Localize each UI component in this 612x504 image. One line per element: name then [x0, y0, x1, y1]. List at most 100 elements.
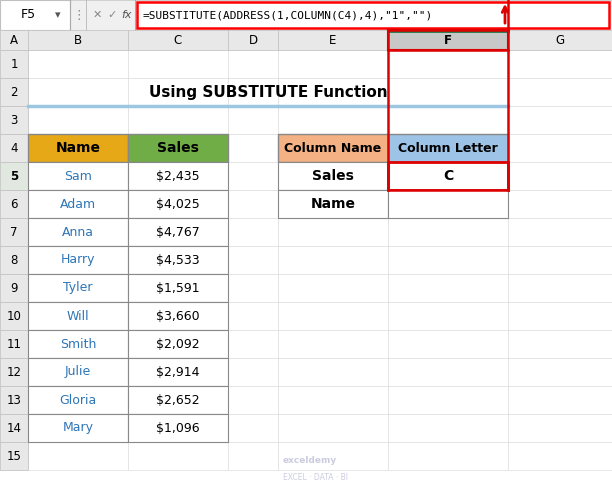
- Text: Name: Name: [310, 197, 356, 211]
- Bar: [508, 274, 612, 302]
- Text: $1,096: $1,096: [156, 421, 200, 434]
- Text: Smith: Smith: [60, 338, 96, 350]
- Text: 14: 14: [7, 421, 21, 434]
- Bar: [228, 358, 278, 386]
- Bar: [0, 30, 612, 50]
- Bar: [0, 414, 28, 442]
- Bar: [28, 414, 128, 442]
- Bar: [228, 302, 278, 330]
- Bar: [278, 190, 388, 218]
- Text: 11: 11: [7, 338, 21, 350]
- Bar: [128, 358, 228, 386]
- Text: Anna: Anna: [62, 225, 94, 238]
- Text: Julie: Julie: [65, 365, 91, 379]
- Bar: [228, 162, 278, 190]
- Bar: [0, 274, 28, 302]
- Bar: [28, 442, 128, 470]
- Bar: [128, 134, 228, 162]
- Text: exceldemy: exceldemy: [283, 456, 337, 465]
- Bar: [388, 274, 508, 302]
- Bar: [128, 386, 228, 414]
- Text: E: E: [329, 33, 337, 46]
- Text: 5: 5: [10, 169, 18, 182]
- Bar: [388, 30, 508, 50]
- Bar: [0, 274, 28, 302]
- Bar: [128, 218, 228, 246]
- Bar: [388, 162, 508, 190]
- Bar: [28, 358, 128, 386]
- Bar: [388, 246, 508, 274]
- Bar: [508, 302, 612, 330]
- Bar: [388, 106, 508, 134]
- Text: F5: F5: [20, 9, 35, 22]
- Bar: [388, 50, 508, 78]
- Bar: [0, 302, 28, 330]
- Text: $3,660: $3,660: [156, 309, 200, 323]
- Bar: [0, 0, 70, 30]
- Bar: [0, 50, 28, 78]
- Bar: [28, 414, 128, 442]
- Bar: [0, 134, 28, 162]
- Bar: [28, 302, 128, 330]
- Bar: [0, 30, 28, 50]
- Bar: [508, 246, 612, 274]
- Bar: [28, 30, 128, 50]
- Text: D: D: [248, 33, 258, 46]
- Bar: [28, 246, 128, 274]
- Bar: [128, 386, 228, 414]
- Bar: [0, 218, 28, 246]
- Bar: [508, 414, 612, 442]
- Text: 2: 2: [10, 86, 18, 98]
- Bar: [228, 50, 278, 78]
- Text: $2,652: $2,652: [156, 394, 200, 407]
- Text: G: G: [556, 33, 564, 46]
- Bar: [278, 134, 388, 162]
- Text: Column Name: Column Name: [285, 142, 382, 155]
- Text: Tyler: Tyler: [63, 282, 93, 294]
- Bar: [228, 274, 278, 302]
- Bar: [28, 190, 128, 218]
- Text: 7: 7: [10, 225, 18, 238]
- Bar: [128, 274, 228, 302]
- Text: $2,092: $2,092: [156, 338, 200, 350]
- Bar: [508, 330, 612, 358]
- Bar: [128, 190, 228, 218]
- Text: 15: 15: [7, 450, 21, 463]
- Bar: [128, 218, 228, 246]
- Bar: [28, 386, 128, 414]
- Bar: [0, 190, 28, 218]
- Bar: [0, 190, 28, 218]
- Bar: [0, 50, 28, 78]
- Bar: [278, 246, 388, 274]
- Text: 6: 6: [10, 198, 18, 211]
- Bar: [388, 134, 508, 162]
- Bar: [0, 106, 28, 134]
- Bar: [28, 218, 128, 246]
- Bar: [228, 330, 278, 358]
- Bar: [28, 106, 128, 134]
- Bar: [508, 106, 612, 134]
- Bar: [228, 218, 278, 246]
- Bar: [128, 246, 228, 274]
- Bar: [278, 50, 388, 78]
- Bar: [508, 358, 612, 386]
- Bar: [388, 302, 508, 330]
- Bar: [0, 358, 28, 386]
- Text: A: A: [10, 33, 18, 46]
- Bar: [388, 218, 508, 246]
- Bar: [128, 50, 228, 78]
- Bar: [278, 190, 388, 218]
- Text: Sales: Sales: [312, 169, 354, 183]
- Bar: [28, 386, 128, 414]
- Bar: [128, 302, 228, 330]
- Bar: [0, 0, 612, 30]
- Bar: [128, 414, 228, 442]
- Bar: [128, 190, 228, 218]
- Text: $1,591: $1,591: [156, 282, 200, 294]
- Bar: [278, 30, 388, 50]
- Bar: [128, 358, 228, 386]
- Text: $4,767: $4,767: [156, 225, 200, 238]
- Bar: [28, 162, 128, 190]
- Bar: [28, 330, 128, 358]
- Text: ✕: ✕: [92, 10, 102, 20]
